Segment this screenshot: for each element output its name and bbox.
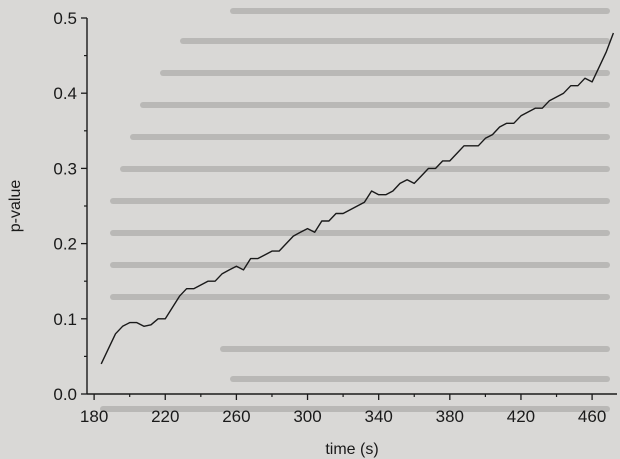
y-tick-label: 0.4 bbox=[53, 84, 77, 103]
y-tick-label: 0.2 bbox=[53, 235, 77, 254]
x-ticks: 180 220 260 300 340 380 420 460 bbox=[80, 394, 606, 426]
x-tick-label: 460 bbox=[578, 407, 606, 426]
y-tick-label: 0.0 bbox=[53, 385, 77, 404]
y-tick-label: 0.3 bbox=[53, 159, 77, 178]
y-tick-label: 0.5 bbox=[53, 9, 77, 28]
series-layer bbox=[100, 32, 615, 365]
y-ticks: 0.0 0.1 0.2 0.3 0.4 0.5 bbox=[53, 9, 87, 404]
x-tick-label: 180 bbox=[80, 407, 108, 426]
x-tick-label: 340 bbox=[364, 407, 392, 426]
axes bbox=[86, 18, 617, 395]
x-tick-label: 420 bbox=[507, 407, 535, 426]
x-tick-label: 220 bbox=[151, 407, 179, 426]
x-tick-label: 300 bbox=[293, 407, 321, 426]
x-axis-label: time (s) bbox=[325, 441, 378, 458]
series-line bbox=[100, 32, 615, 365]
y-axis-label: p-value bbox=[7, 180, 24, 233]
x-tick-label: 380 bbox=[436, 407, 464, 426]
y-tick-label: 0.1 bbox=[53, 310, 77, 329]
x-tick-label: 260 bbox=[222, 407, 250, 426]
